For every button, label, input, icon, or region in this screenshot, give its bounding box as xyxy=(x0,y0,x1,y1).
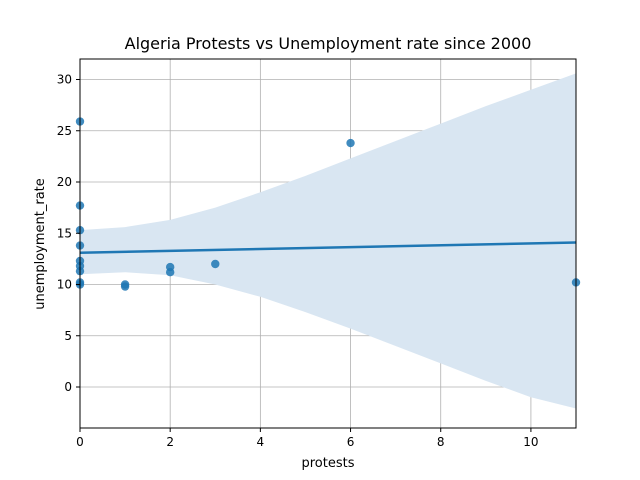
confidence-band xyxy=(80,73,576,409)
x-tick-label: 2 xyxy=(166,435,174,449)
scatter-point xyxy=(346,138,355,148)
scatter-point xyxy=(211,259,220,269)
y-tick-label: 15 xyxy=(57,226,72,240)
scatter-point xyxy=(165,268,175,277)
regression-line-layer xyxy=(79,241,577,254)
x-tick-label: 8 xyxy=(437,435,445,449)
y-axis-label: unemployment_rate xyxy=(33,178,48,310)
x-tick-label: 0 xyxy=(76,435,84,449)
y-axis-ticks: 0 5 10 15 20 25 30 xyxy=(57,73,80,394)
y-tick-label: 10 xyxy=(57,278,72,292)
y-tick-label: 25 xyxy=(57,124,72,138)
regression-line xyxy=(79,241,577,254)
plot-frame xyxy=(79,58,577,429)
x-tick-label: 4 xyxy=(257,435,265,449)
x-tick-label: 10 xyxy=(523,435,538,449)
x-axis-ticks: 0 2 4 6 8 10 xyxy=(76,428,539,449)
y-tick-label: 30 xyxy=(57,73,72,87)
scatter-point xyxy=(120,282,130,291)
y-tick-label: 0 xyxy=(64,380,72,394)
y-tick-label: 20 xyxy=(57,175,72,189)
confidence-band-layer xyxy=(80,73,576,409)
x-tick-label: 6 xyxy=(347,435,355,449)
y-tick-label: 5 xyxy=(64,329,72,343)
x-axis-label: protests xyxy=(301,456,354,471)
chart-title: Algeria Protests vs Unemployment rate si… xyxy=(125,34,532,53)
